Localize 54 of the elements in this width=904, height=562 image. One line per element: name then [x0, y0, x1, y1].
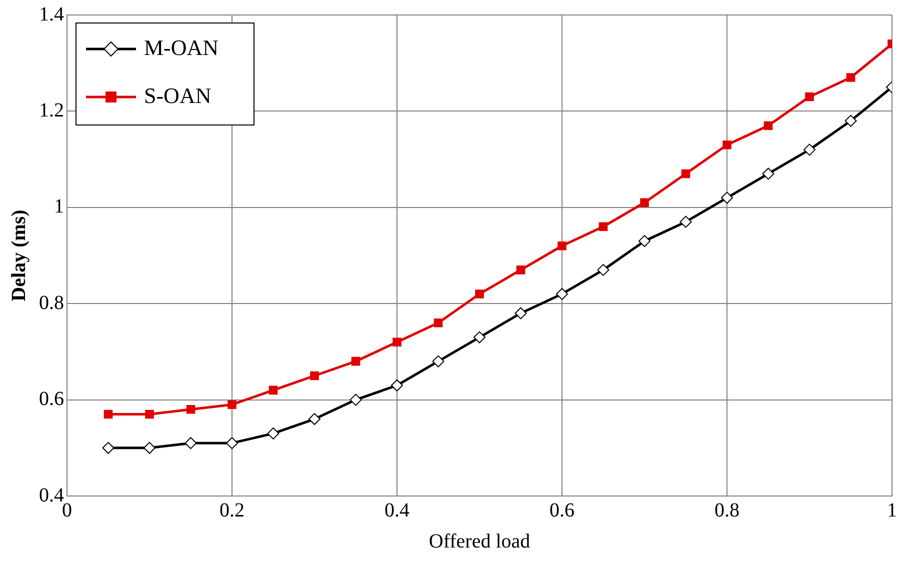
point [267, 427, 280, 440]
point [226, 437, 238, 450]
point [144, 442, 156, 454]
x-tick-label: 0 [62, 499, 72, 522]
point [308, 413, 320, 426]
point [475, 290, 484, 298]
point [680, 216, 692, 228]
point [638, 235, 650, 248]
point [805, 92, 814, 102]
point [516, 266, 526, 274]
point [310, 371, 319, 380]
point [844, 114, 857, 127]
y-tick-label: 1.2 [39, 99, 64, 122]
x-tick-label: 1 [887, 499, 897, 522]
x-axis-title: Offered load [428, 530, 530, 552]
point [432, 355, 444, 368]
point [228, 400, 236, 409]
point [350, 394, 362, 406]
y-tick-label: 0.6 [39, 388, 64, 410]
point [681, 169, 690, 178]
point [846, 73, 856, 82]
point [640, 198, 649, 207]
point [558, 241, 566, 250]
x-tick-label: 0.2 [220, 499, 244, 522]
y-tick-label: 1 [54, 196, 64, 218]
point [514, 307, 527, 320]
y-tick-label: 0.8 [39, 292, 64, 314]
point [186, 405, 196, 414]
point [722, 140, 732, 150]
x-tick-label: 0.4 [384, 499, 410, 522]
point [392, 338, 402, 346]
point [474, 331, 486, 344]
point [391, 379, 403, 392]
point [184, 437, 197, 450]
point [764, 121, 773, 130]
y-axis-title: Delay (ms) [8, 210, 30, 302]
point [104, 410, 113, 419]
point [102, 442, 114, 454]
point [762, 168, 774, 180]
point [351, 356, 360, 366]
y-tick-label: 0.4 [39, 484, 64, 506]
point [598, 222, 608, 232]
y-tick-label: 1.4 [39, 3, 64, 26]
x-tick-label: 0.8 [714, 499, 740, 522]
point [804, 144, 816, 156]
point [268, 386, 278, 395]
point [145, 410, 154, 419]
point [721, 192, 733, 204]
legend-label: M-OAN [144, 34, 219, 60]
point [434, 318, 443, 328]
point [556, 288, 568, 300]
x-tick-label: 0.6 [550, 499, 574, 522]
point [597, 264, 610, 276]
legend-label: S-OAN [144, 82, 212, 108]
